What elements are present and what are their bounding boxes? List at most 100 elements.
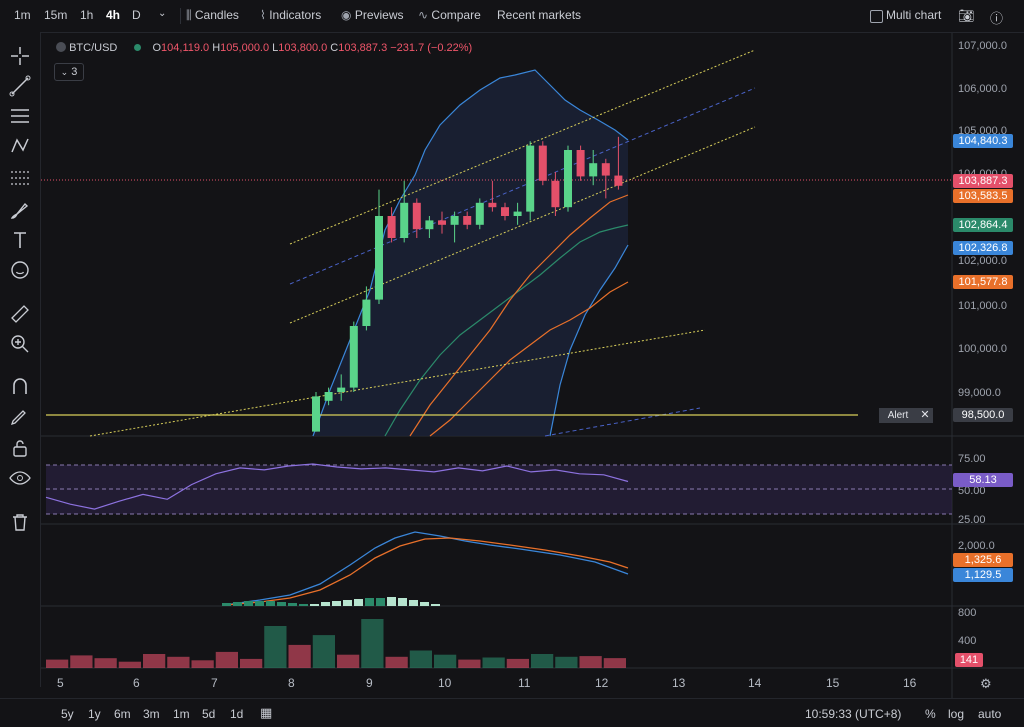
volume-bar <box>215 651 238 668</box>
candle-up[interactable] <box>400 202 409 238</box>
range-6m[interactable]: 6m <box>114 707 131 721</box>
auto-toggle[interactable]: auto <box>978 707 1002 721</box>
alert-button[interactable]: Alert <box>879 408 917 423</box>
x-axis-label: 14 <box>748 676 762 690</box>
price-tag-bb-lower: 102,326.8 <box>953 241 1013 255</box>
timeframe-15m[interactable]: 15m <box>44 8 68 22</box>
previews-button[interactable]: ◉ Previews <box>341 8 404 22</box>
multi-chart-label[interactable]: Multi chart <box>886 8 942 22</box>
candle-down[interactable] <box>412 202 421 230</box>
timeframe-4h[interactable]: 4h <box>106 8 121 22</box>
range-5d[interactable]: 5d <box>202 707 216 721</box>
emoji-icon[interactable] <box>8 258 32 282</box>
change-value: −231.7 (−0.22%) <box>390 42 473 54</box>
candle-down[interactable] <box>463 216 472 225</box>
ruler-icon[interactable] <box>8 302 32 326</box>
candle-up[interactable] <box>475 202 484 225</box>
volume-bar <box>385 656 408 668</box>
macd-histogram-bar <box>310 604 319 606</box>
channel-mid-line <box>289 87 756 285</box>
macd-signal-tag: 1,325.6 <box>953 553 1013 567</box>
camera-icon[interactable]: 📷︎ <box>958 8 975 23</box>
pencil-lock-icon[interactable] <box>8 404 32 428</box>
timeframe-d[interactable]: D <box>132 8 141 22</box>
candle-up[interactable] <box>362 299 371 326</box>
crosshair-icon[interactable] <box>8 44 32 68</box>
volume-bar <box>118 661 141 668</box>
candle-down[interactable] <box>576 150 585 177</box>
range-3m[interactable]: 3m <box>143 707 160 721</box>
visibility-icon[interactable] <box>8 466 32 490</box>
volume-bar <box>361 619 384 668</box>
indicators-button[interactable]: ⌇ Indicators <box>260 8 321 22</box>
clock-time[interactable]: 10:59:33 (UTC+8) <box>805 707 902 721</box>
horizontal-lines-icon[interactable] <box>8 104 32 128</box>
live-dot-icon <box>134 44 142 51</box>
multi-chart-checkbox[interactable] <box>870 10 883 23</box>
candle-down[interactable] <box>501 207 509 216</box>
macd-histogram-bar <box>365 598 374 606</box>
candle-up[interactable] <box>425 220 434 230</box>
candle-up[interactable] <box>526 145 535 212</box>
candles-button[interactable]: ⫼ Candles <box>186 8 239 23</box>
brush-icon[interactable] <box>8 198 32 222</box>
range-5y[interactable]: 5y <box>61 707 74 721</box>
candle-up[interactable] <box>513 211 522 216</box>
compare-icon: ∿ <box>418 8 429 22</box>
trend-line-icon[interactable] <box>8 74 32 98</box>
volume-bar <box>70 655 93 668</box>
volume-value-tag: 141 <box>955 653 983 667</box>
recent-markets-button[interactable]: Recent markets <box>497 8 582 22</box>
candle-up[interactable] <box>349 326 358 388</box>
settings-icon[interactable]: ⚙︎ <box>980 676 992 691</box>
candle-down[interactable] <box>614 175 623 186</box>
candle-up[interactable] <box>337 387 346 392</box>
volume-bar <box>240 658 263 668</box>
range-1y[interactable]: 1y <box>88 707 101 721</box>
drawing-toolbar <box>0 32 41 687</box>
volume-bar <box>579 656 602 668</box>
compare-button[interactable]: ∿ Compare <box>418 8 481 22</box>
candle-up[interactable] <box>589 163 598 177</box>
compare-label: Compare <box>431 8 481 22</box>
candle-down[interactable] <box>387 216 396 238</box>
magnet-icon[interactable] <box>8 374 32 398</box>
candle-down[interactable] <box>601 163 610 176</box>
close-icon[interactable]: ✕ <box>917 408 933 423</box>
timeframe-1h[interactable]: 1h <box>80 8 94 22</box>
range-1d[interactable]: 1d <box>230 707 244 721</box>
volume-bar <box>555 656 578 668</box>
price-tag-bb-mid: 102,864.4 <box>953 218 1013 232</box>
candle-up[interactable] <box>312 396 320 432</box>
chevron-down-icon[interactable]: ⌄ <box>158 8 167 19</box>
candle-down[interactable] <box>438 220 446 225</box>
help-icon[interactable]: ⓘ <box>990 11 1004 26</box>
macd-histogram-bar <box>277 602 286 606</box>
calendar-icon[interactable]: ▦ <box>260 705 273 720</box>
candle-up[interactable] <box>375 216 383 300</box>
price-label: 102,000.0 <box>958 255 1007 267</box>
range-1m[interactable]: 1m <box>173 707 190 721</box>
symbol-name[interactable]: BTC/USD <box>69 42 118 54</box>
zoom-icon[interactable] <box>8 332 32 356</box>
candle-up[interactable] <box>564 150 572 208</box>
text-icon[interactable] <box>8 228 32 252</box>
bollinger-middle-line <box>384 224 629 437</box>
trash-icon[interactable] <box>8 510 32 534</box>
candle-up[interactable] <box>450 216 459 225</box>
pattern-icon[interactable] <box>8 134 32 158</box>
lock-icon[interactable] <box>8 436 32 460</box>
candle-down[interactable] <box>551 180 560 208</box>
rsi-value-tag: 58.13 <box>953 473 1013 487</box>
percent-toggle[interactable]: % <box>925 707 936 721</box>
fib-icon[interactable] <box>8 166 32 190</box>
candle-down[interactable] <box>538 145 547 181</box>
indicators-icon: ⌇ <box>260 8 266 22</box>
candle-down[interactable] <box>488 202 497 208</box>
indicator-toggle[interactable]: ⌄ 3 <box>54 63 84 81</box>
volume-bar <box>506 658 529 668</box>
candle-up[interactable] <box>324 392 333 401</box>
log-toggle[interactable]: log <box>948 707 965 721</box>
timeframe-1m[interactable]: 1m <box>14 8 31 22</box>
